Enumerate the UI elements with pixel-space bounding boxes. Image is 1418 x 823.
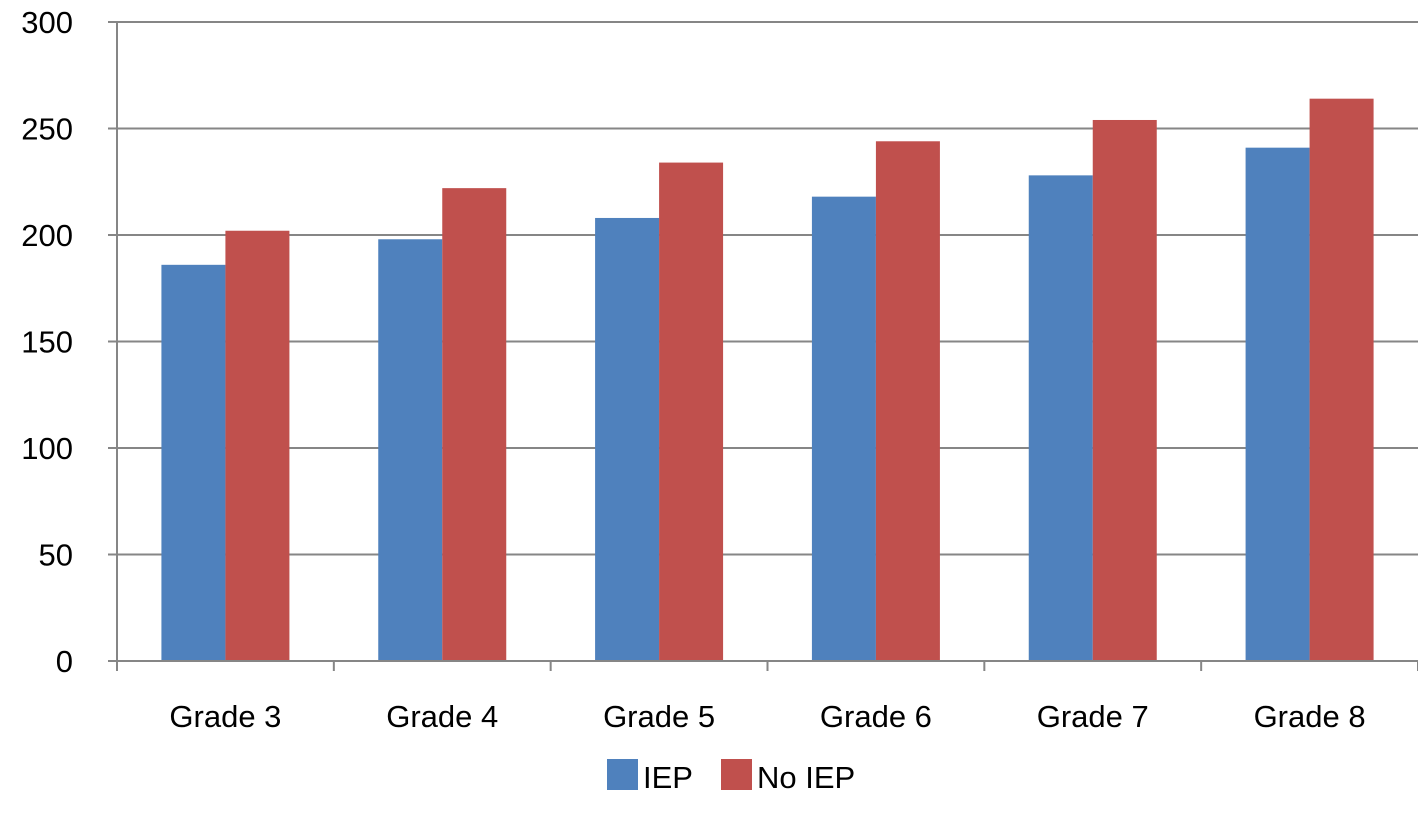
- y-tick-labels: 0 50 100 150 200 250 300: [21, 5, 73, 679]
- y-tick-label: 100: [21, 431, 73, 466]
- bar-no-iep-grade-5: [659, 162, 724, 661]
- x-tick-label: Grade 3: [169, 699, 281, 734]
- gridlines: [117, 21, 1418, 556]
- x-tick-label: Grade 4: [386, 699, 498, 734]
- x-tick-label: Grade 5: [603, 699, 715, 734]
- y-tick-label: 0: [56, 644, 73, 679]
- bar-iep-grade-3: [161, 264, 226, 661]
- bar-no-iep-grade-3: [225, 230, 290, 662]
- bar-iep-grade-6: [811, 196, 876, 661]
- y-tick-label: 200: [21, 218, 73, 253]
- legend-swatch-no-iep: [721, 759, 752, 790]
- x-tick-label: Grade 7: [1037, 699, 1149, 734]
- bar-no-iep-grade-6: [875, 141, 940, 661]
- x-tick-label: Grade 6: [820, 699, 932, 734]
- bar-no-iep-grade-4: [442, 188, 507, 661]
- bars: [161, 98, 1374, 662]
- legend: IEP No IEP: [607, 759, 855, 795]
- legend-label-no-iep: No IEP: [757, 760, 855, 795]
- y-tick-label: 50: [39, 538, 73, 573]
- y-tick-label: 250: [21, 112, 73, 147]
- bar-iep-grade-8: [1245, 147, 1310, 662]
- x-tick-label: Grade 8: [1254, 699, 1366, 734]
- bar-iep-grade-4: [378, 239, 443, 661]
- y-tick-label: 150: [21, 325, 73, 360]
- legend-label-iep: IEP: [643, 760, 693, 795]
- bar-iep-grade-5: [595, 217, 660, 661]
- x-tick-labels: Grade 3 Grade 4 Grade 5 Grade 6 Grade 7 Grade…: [169, 699, 1365, 734]
- y-tick-label: 300: [21, 5, 73, 40]
- bar-no-iep-grade-7: [1092, 119, 1157, 662]
- legend-swatch-iep: [607, 759, 638, 790]
- bar-iep-grade-7: [1028, 175, 1093, 662]
- bar-no-iep-grade-8: [1309, 98, 1374, 662]
- axes: [108, 21, 1418, 671]
